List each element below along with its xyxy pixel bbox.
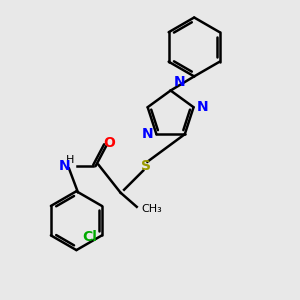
Text: H: H: [66, 155, 75, 165]
Text: N: N: [141, 127, 153, 141]
Text: N: N: [59, 159, 70, 173]
Text: N: N: [197, 100, 209, 114]
Text: CH₃: CH₃: [141, 204, 162, 214]
Text: O: O: [103, 136, 115, 150]
Text: N: N: [174, 75, 186, 89]
Text: Cl: Cl: [82, 230, 98, 244]
Text: S: S: [141, 159, 151, 173]
